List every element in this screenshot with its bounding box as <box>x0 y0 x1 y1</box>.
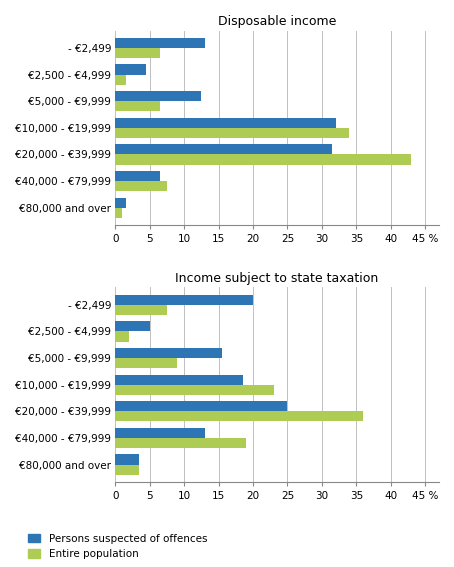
Bar <box>115 101 160 111</box>
Legend: Persons suspected of offences, Entire population: Persons suspected of offences, Entire po… <box>28 534 207 559</box>
Bar <box>115 375 242 384</box>
Bar <box>115 455 139 464</box>
Bar <box>115 464 139 475</box>
Bar <box>115 428 205 438</box>
Bar <box>115 348 222 358</box>
Bar <box>115 401 287 411</box>
Bar <box>115 304 167 315</box>
Bar <box>115 65 146 74</box>
Bar <box>115 48 160 58</box>
Bar <box>115 91 201 101</box>
Bar <box>115 384 274 395</box>
Bar <box>115 128 350 138</box>
Bar <box>115 38 205 48</box>
Bar <box>115 74 125 84</box>
Title: Disposable income: Disposable income <box>218 15 336 28</box>
Bar <box>115 118 336 128</box>
Bar <box>115 181 167 191</box>
Bar <box>115 321 150 331</box>
Bar <box>115 411 363 421</box>
Bar <box>115 154 411 164</box>
Bar <box>115 208 122 218</box>
Bar <box>115 198 125 208</box>
Bar <box>115 358 177 368</box>
Bar <box>115 171 160 181</box>
Bar <box>115 145 332 154</box>
Bar <box>115 331 129 341</box>
Title: Income subject to state taxation: Income subject to state taxation <box>175 272 379 285</box>
Bar <box>115 438 246 448</box>
Bar <box>115 295 253 304</box>
